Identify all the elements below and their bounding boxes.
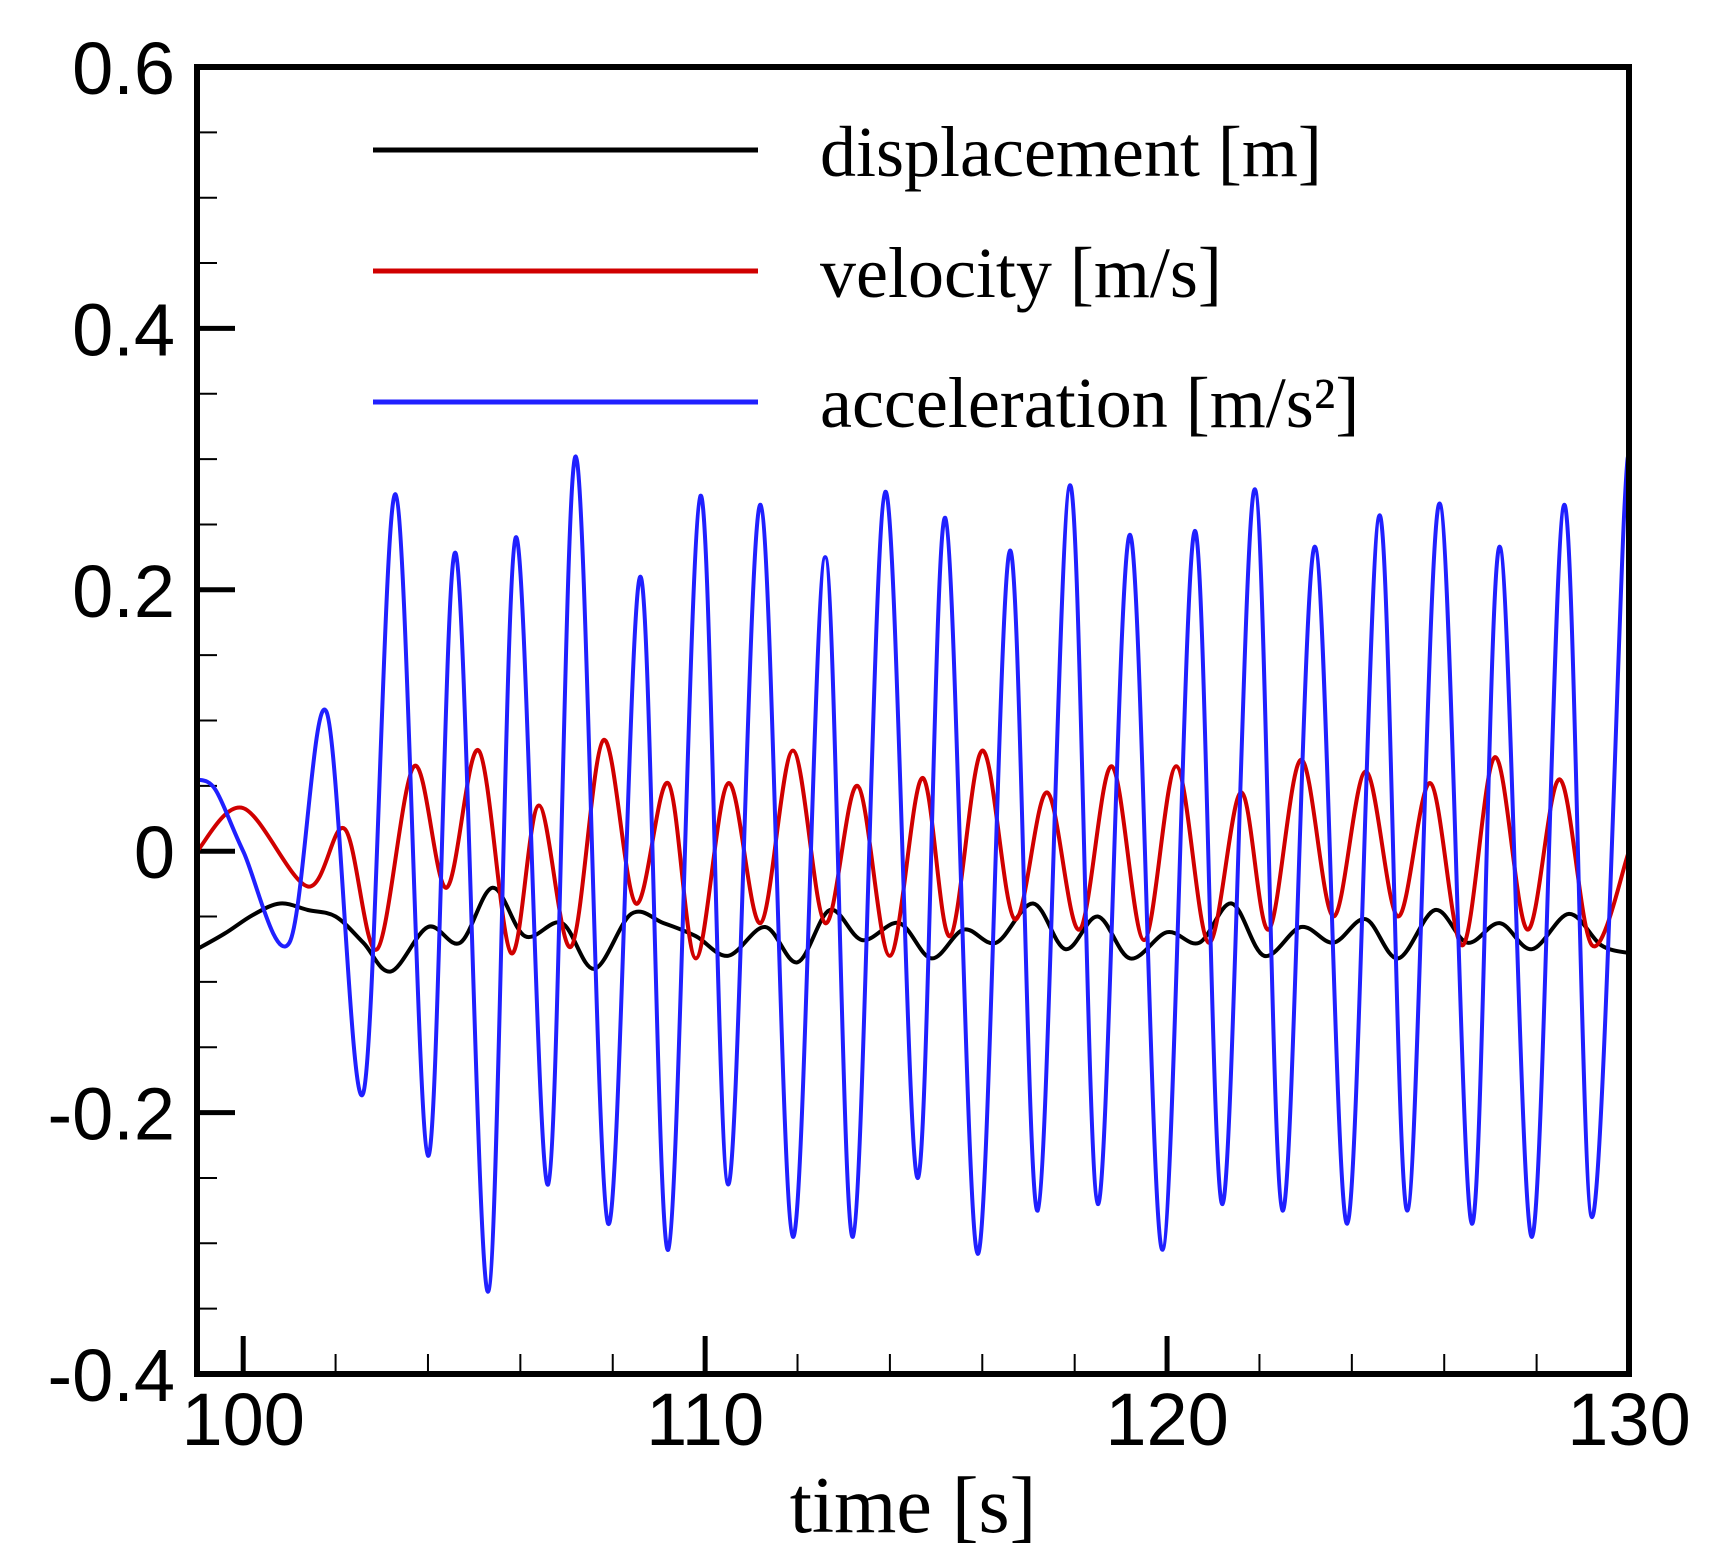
legend-label-velocity: velocity [m/s] xyxy=(820,233,1222,313)
y-tick-label: 0 xyxy=(134,811,175,894)
x-axis-title: time [s] xyxy=(790,1462,1037,1550)
series-layer xyxy=(197,454,1629,1294)
tick-labels: -0.4 -0.2 0 0.2 0.4 0.6 100 110 120 130 xyxy=(47,27,1690,1461)
legend-label-acceleration: acceleration [m/s²] xyxy=(820,363,1359,443)
legend: displacement [m] velocity [m/s] accelera… xyxy=(373,112,1359,443)
y-tick-label: 0.4 xyxy=(72,288,175,371)
series-displacement xyxy=(197,885,1629,974)
x-tick-label: 130 xyxy=(1567,1378,1690,1461)
y-tick-label: -0.4 xyxy=(47,1334,175,1417)
series-acceleration xyxy=(197,454,1629,1294)
x-tick-label: 110 xyxy=(646,1378,764,1461)
x-tick-label: 100 xyxy=(181,1378,304,1461)
y-tick-label: 0.6 xyxy=(72,27,175,110)
y-tick-label: 0.2 xyxy=(72,550,175,633)
y-tick-label: -0.2 xyxy=(47,1073,175,1156)
legend-label-displacement: displacement [m] xyxy=(820,112,1322,192)
x-tick-label: 120 xyxy=(1105,1378,1228,1461)
plot-frame xyxy=(194,64,1632,1377)
